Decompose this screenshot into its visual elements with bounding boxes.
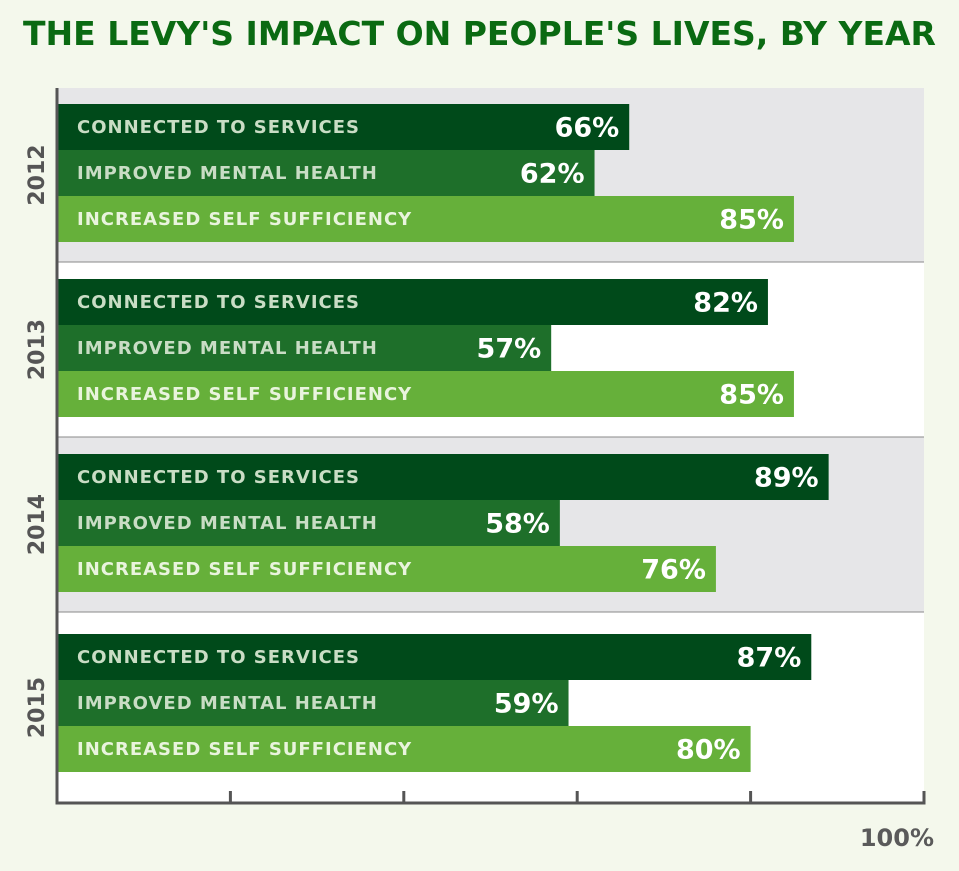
bar-value-label: 66% [555,113,620,144]
bar-category-label: INCREASED SELF SUFFICIENCY [77,559,412,580]
bar [57,454,829,500]
x-tick-label: 100% [860,824,934,852]
bar-value-label: 62% [520,159,585,190]
year-label: 2014 [25,494,50,555]
chart-title: THE LEVY'S IMPACT ON PEOPLE'S LIVES, BY … [23,14,936,53]
x-axis: 100% [55,88,934,852]
bar [57,680,569,726]
bar-value-label: 85% [719,380,784,411]
bar-category-label: CONNECTED TO SERVICES [77,117,360,138]
bar-category-label: IMPROVED MENTAL HEALTH [77,338,378,359]
year-labels: 2012 2013 2014 2015 [25,144,50,738]
bar-value-label: 59% [494,689,559,720]
bar-value-label: 87% [737,643,802,674]
bar-category-label: CONNECTED TO SERVICES [77,292,360,313]
bar [57,726,751,772]
bar-value-label: 76% [641,555,706,586]
bar-category-label: IMPROVED MENTAL HEALTH [77,513,378,534]
bar [57,325,552,371]
bar-value-label: 80% [676,735,741,766]
bar-value-label: 58% [485,509,550,540]
bar-value-label: 89% [754,463,819,494]
bar [57,371,794,417]
bar-category-label: CONNECTED TO SERVICES [77,647,360,668]
bar [57,104,630,150]
bar-value-label: 57% [477,334,542,365]
bar-value-label: 82% [693,288,758,319]
bar-category-label: INCREASED SELF SUFFICIENCY [77,209,412,230]
bar-category-label: INCREASED SELF SUFFICIENCY [77,739,412,760]
year-label: 2012 [25,144,50,205]
bar [57,279,768,325]
year-label: 2013 [25,319,50,380]
bar-category-label: IMPROVED MENTAL HEALTH [77,693,378,714]
bars: CONNECTED TO SERVICES 66% IMPROVED MENTAL … [57,104,829,772]
bar-category-label: INCREASED SELF SUFFICIENCY [77,384,412,405]
bar [57,150,595,196]
year-label: 2015 [25,677,50,738]
bar-value-label: 85% [719,205,784,236]
bar-category-label: IMPROVED MENTAL HEALTH [77,163,378,184]
bar [57,500,560,546]
bar [57,546,716,592]
bar-category-label: CONNECTED TO SERVICES [77,467,360,488]
bar [57,634,812,680]
bar [57,196,794,242]
